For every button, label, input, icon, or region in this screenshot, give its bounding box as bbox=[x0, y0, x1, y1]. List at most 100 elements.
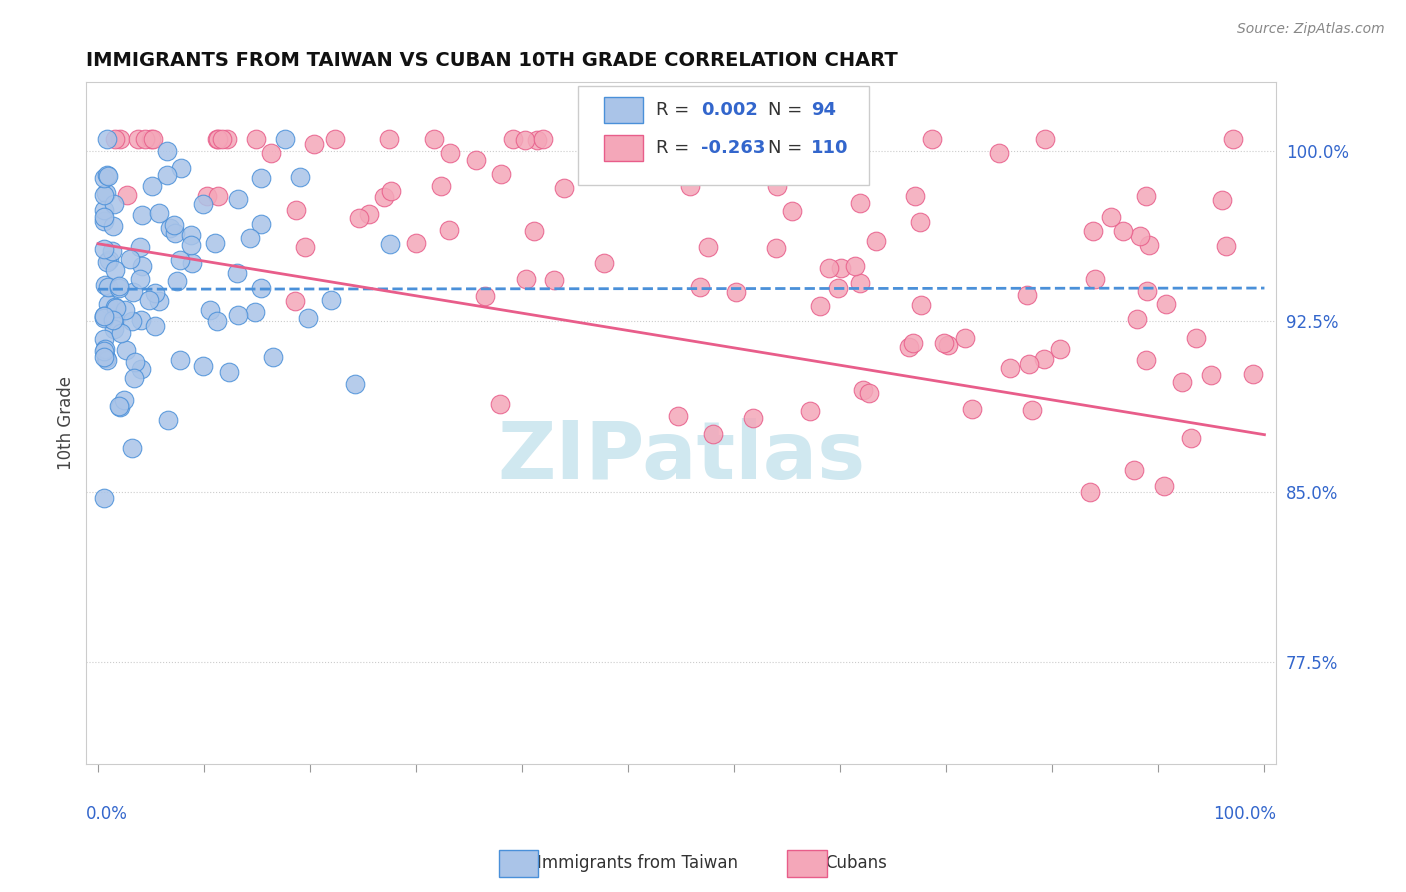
Point bbox=[489, 167, 512, 181]
Point bbox=[211, 132, 233, 146]
Point bbox=[104, 311, 127, 326]
Point bbox=[1180, 431, 1202, 445]
Point bbox=[343, 377, 366, 392]
Point bbox=[808, 299, 831, 313]
Text: ZIPatlas: ZIPatlas bbox=[498, 418, 865, 497]
Point bbox=[1241, 368, 1264, 382]
Point bbox=[678, 132, 700, 146]
Point bbox=[94, 278, 117, 293]
Point bbox=[94, 186, 117, 200]
Point bbox=[921, 132, 943, 146]
Point bbox=[205, 132, 228, 146]
Point bbox=[124, 355, 146, 369]
Point bbox=[725, 285, 748, 300]
Point bbox=[839, 132, 862, 146]
Point bbox=[245, 132, 267, 146]
Point bbox=[245, 304, 267, 318]
Point bbox=[1154, 297, 1177, 311]
Point bbox=[180, 228, 202, 243]
Point bbox=[531, 132, 554, 146]
Point bbox=[93, 350, 115, 364]
Point bbox=[1112, 224, 1135, 238]
Point bbox=[858, 385, 880, 400]
Point bbox=[464, 153, 486, 167]
Point bbox=[93, 202, 115, 217]
Point bbox=[180, 256, 202, 270]
Point bbox=[104, 301, 127, 315]
Point bbox=[702, 427, 724, 442]
Point bbox=[741, 411, 763, 425]
Point bbox=[818, 261, 841, 276]
Bar bbox=[603, 97, 643, 123]
Point bbox=[215, 132, 238, 146]
Point bbox=[636, 132, 658, 146]
Point bbox=[1135, 353, 1157, 368]
Text: -0.263: -0.263 bbox=[702, 139, 766, 157]
Point bbox=[284, 294, 307, 309]
Bar bbox=[603, 135, 643, 161]
Point bbox=[897, 340, 920, 354]
Point bbox=[191, 359, 214, 373]
Point bbox=[689, 280, 711, 294]
Point bbox=[93, 332, 115, 346]
Point bbox=[207, 189, 229, 203]
Point bbox=[117, 188, 139, 202]
Point bbox=[195, 189, 218, 203]
Text: 0.002: 0.002 bbox=[702, 102, 758, 120]
Text: Source: ZipAtlas.com: Source: ZipAtlas.com bbox=[1237, 22, 1385, 37]
Point bbox=[903, 188, 925, 202]
Point bbox=[114, 303, 136, 318]
Point bbox=[165, 227, 187, 241]
Point bbox=[94, 351, 117, 366]
Point bbox=[405, 235, 427, 250]
Point bbox=[294, 240, 316, 254]
Point bbox=[93, 211, 115, 225]
Point bbox=[523, 224, 546, 238]
FancyBboxPatch shape bbox=[578, 86, 869, 185]
Point bbox=[1078, 485, 1101, 500]
Point bbox=[262, 351, 284, 365]
Text: 94: 94 bbox=[811, 102, 837, 120]
Text: N =: N = bbox=[768, 139, 808, 157]
Point bbox=[1136, 284, 1159, 298]
Point bbox=[1215, 239, 1237, 253]
Text: 100.0%: 100.0% bbox=[1213, 805, 1277, 823]
Point bbox=[515, 271, 537, 285]
Point bbox=[93, 309, 115, 323]
Point bbox=[139, 132, 162, 146]
Point bbox=[756, 145, 779, 160]
Point bbox=[830, 261, 852, 276]
Point bbox=[225, 266, 247, 280]
Text: N =: N = bbox=[768, 102, 808, 120]
Point bbox=[156, 144, 179, 158]
Point bbox=[1170, 376, 1192, 390]
Point bbox=[105, 301, 128, 315]
Point bbox=[93, 242, 115, 256]
Point bbox=[226, 308, 249, 322]
Point bbox=[93, 309, 115, 323]
Point bbox=[1017, 288, 1039, 302]
Point bbox=[103, 219, 125, 233]
Text: 110: 110 bbox=[811, 139, 848, 157]
Point bbox=[129, 362, 152, 376]
Point bbox=[129, 312, 152, 326]
Point bbox=[118, 252, 141, 267]
Point bbox=[124, 371, 146, 385]
Point bbox=[96, 132, 118, 146]
Point bbox=[250, 217, 273, 231]
Point bbox=[849, 196, 872, 211]
Point bbox=[93, 491, 115, 505]
Point bbox=[166, 274, 188, 288]
Point bbox=[865, 235, 887, 249]
Point bbox=[987, 145, 1010, 160]
Point bbox=[112, 392, 135, 407]
Point bbox=[489, 397, 512, 411]
Point bbox=[502, 132, 524, 146]
Point bbox=[697, 240, 720, 254]
Point bbox=[1099, 211, 1122, 225]
Point bbox=[960, 402, 983, 417]
Point bbox=[205, 314, 228, 328]
Point bbox=[429, 178, 451, 193]
Point bbox=[844, 259, 866, 273]
Point bbox=[103, 197, 125, 211]
